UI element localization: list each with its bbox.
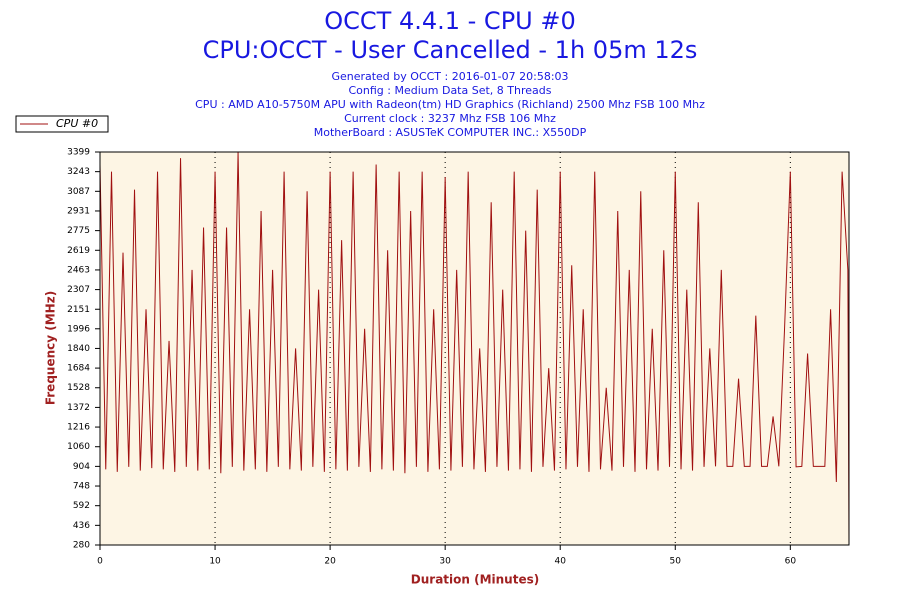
y-tick-label: 2775 [67,226,90,236]
y-tick-label: 3087 [67,187,90,197]
y-tick-label: 280 [73,541,90,551]
y-tick-label: 1372 [67,403,90,413]
info-line: MotherBoard : ASUSTeK COMPUTER INC.: X55… [314,126,587,139]
y-tick-label: 1840 [67,344,90,354]
y-tick-label: 3243 [67,167,90,177]
chart-subtitle: CPU:OCCT - User Cancelled - 1h 05m 12s [203,36,698,64]
x-tick-label: 30 [439,557,451,567]
x-tick-label: 10 [209,557,221,567]
plot-area [99,151,850,546]
y-tick-label: 2619 [67,246,90,256]
info-line: Config : Medium Data Set, 8 Threads [349,84,552,97]
y-tick-label: 1060 [67,442,90,452]
x-tick-label: 40 [554,557,566,567]
legend-label: CPU #0 [56,117,98,130]
y-tick-label: 592 [73,501,90,511]
y-tick-label: 436 [73,521,90,531]
info-line: Current clock : 3237 Mhz FSB 106 Mhz [344,112,556,125]
y-tick-label: 904 [73,462,90,472]
x-axis-label: Duration (Minutes) [411,573,539,587]
y-tick-label: 1684 [67,364,90,374]
y-tick-label: 1216 [67,423,90,433]
info-line: Generated by OCCT : 2016-01-07 20:58:03 [331,70,568,83]
plot-frame [99,151,850,546]
x-tick-label: 0 [97,557,103,567]
info-line: CPU : AMD A10-5750M APU with Radeon(tm) … [195,98,705,111]
data-line [99,151,850,546]
y-tick-label: 1528 [67,383,90,393]
y-tick-label: 2931 [67,206,90,216]
chart-title: OCCT 4.4.1 - CPU #0 [324,7,575,35]
y-tick-label: 3399 [67,148,90,158]
y-tick-label: 2151 [67,305,90,315]
x-tick-label: 20 [324,557,336,567]
y-tick-label: 2307 [67,285,90,295]
legend-box [15,115,109,133]
x-tick-label: 60 [785,557,797,567]
y-tick-label: 1996 [67,324,90,334]
y-tick-label: 748 [73,482,90,492]
y-tick-label: 2463 [67,265,90,275]
y-axis-label: Frequency (MHz) [44,291,58,405]
x-tick-label: 50 [670,557,682,567]
